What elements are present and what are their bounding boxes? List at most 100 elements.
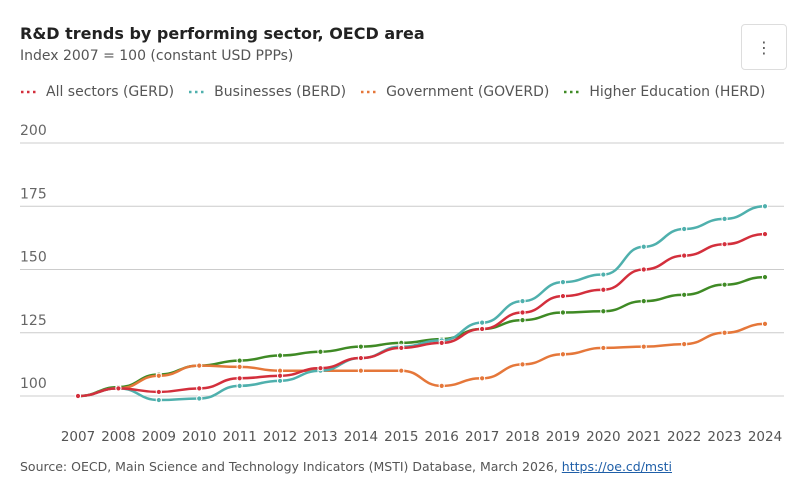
series-line: [77, 205, 766, 402]
data-point: [357, 354, 364, 362]
data-point: [317, 348, 324, 355]
data-point: [236, 357, 243, 364]
x-tick-label: 2012: [263, 429, 297, 445]
x-tick-label: 2007: [61, 429, 95, 445]
series-line: [77, 322, 766, 398]
x-tick-label: 2014: [344, 429, 378, 445]
data-point: [519, 309, 526, 316]
x-tick-label: 2024: [748, 429, 782, 445]
data-point: [479, 319, 486, 326]
data-point: [761, 320, 769, 327]
data-point: [761, 273, 769, 281]
data-point: [600, 344, 607, 352]
series-line: [77, 232, 766, 398]
data-point: [236, 375, 243, 382]
data-point: [357, 367, 364, 374]
data-point: [600, 271, 607, 278]
chart-menu-button[interactable]: ⋮: [741, 24, 787, 70]
data-point: [155, 388, 162, 396]
x-tick-label: 2009: [142, 429, 176, 445]
y-tick-label: 200: [20, 123, 47, 139]
x-tick-label: 2020: [586, 429, 620, 445]
data-point: [761, 203, 769, 210]
data-point: [559, 279, 567, 286]
x-tick-label: 2008: [101, 429, 135, 445]
data-point: [317, 365, 324, 372]
data-point: [276, 377, 284, 384]
data-point: [519, 317, 526, 324]
data-point: [196, 362, 203, 369]
data-point: [438, 339, 445, 346]
source-text: Source: OECD, Main Science and Technolog…: [20, 459, 562, 474]
data-point: [276, 372, 284, 379]
data-point: [640, 266, 647, 273]
data-point: [196, 385, 203, 392]
data-point: [398, 367, 405, 374]
data-point: [438, 382, 445, 389]
data-point: [640, 343, 647, 350]
x-tick-label: 2018: [505, 429, 539, 445]
series-higher-education-herd-: [74, 273, 769, 400]
data-point: [479, 325, 486, 333]
legend-item[interactable]: Businesses (BERD): [188, 84, 346, 100]
data-point: [721, 281, 728, 288]
data-point: [115, 385, 122, 392]
x-tick-label: 2013: [303, 429, 337, 445]
x-tick-label: 2017: [465, 429, 499, 445]
legend-item[interactable]: Higher Education (HERD): [563, 84, 765, 100]
y-tick-label: 125: [20, 313, 47, 329]
data-point: [681, 291, 688, 298]
data-point: [600, 286, 607, 293]
legend-item[interactable]: All sectors (GERD): [20, 84, 174, 100]
chart-subtitle: Index 2007 = 100 (constant USD PPPs): [20, 48, 294, 64]
data-point: [681, 252, 688, 259]
series-businesses-berd-: [74, 203, 769, 404]
data-point: [398, 344, 405, 352]
legend-label: Higher Education (HERD): [589, 84, 766, 100]
data-point: [600, 308, 607, 315]
x-tick-label: 2011: [222, 429, 256, 445]
data-point: [640, 243, 647, 250]
data-point: [559, 292, 567, 300]
data-point: [357, 343, 364, 350]
data-point: [681, 225, 688, 233]
chart-title: R&D trends by performing sector, OECD ar…: [20, 24, 425, 43]
data-point: [640, 298, 647, 305]
data-point: [559, 309, 567, 316]
y-tick-label: 175: [20, 186, 47, 202]
legend-label: All sectors (GERD): [46, 84, 175, 100]
x-tick-label: 2021: [627, 429, 661, 445]
legend-label: Government (GOVERD): [386, 84, 550, 100]
x-tick-label: 2019: [546, 429, 580, 445]
y-tick-label: 100: [20, 376, 47, 392]
data-point: [74, 392, 82, 400]
legend-item[interactable]: Government (GOVERD): [360, 84, 549, 100]
x-tick-label: 2015: [384, 429, 418, 445]
series-all-sectors-gerd-: [74, 230, 769, 400]
data-point: [479, 375, 486, 382]
source-note: Source: OECD, Main Science and Technolog…: [20, 459, 672, 474]
x-tick-label: 2022: [667, 429, 701, 445]
x-tick-label: 2023: [707, 429, 741, 445]
data-point: [276, 367, 284, 374]
data-point: [761, 230, 769, 238]
vertical-ellipsis-icon: ⋮: [756, 37, 772, 57]
data-point: [721, 241, 728, 248]
y-tick-label: 150: [20, 250, 47, 266]
x-tick-label: 2010: [182, 429, 216, 445]
data-point: [236, 363, 243, 371]
data-point: [276, 352, 284, 359]
legend: All sectors (GERD) Businesses (BERD) Gover…: [20, 84, 765, 100]
source-link[interactable]: https://oe.cd/msti: [561, 459, 672, 474]
data-point: [559, 351, 567, 358]
data-point: [155, 372, 162, 379]
data-point: [681, 341, 688, 348]
data-point: [519, 361, 526, 368]
data-point: [196, 395, 203, 402]
x-tick-label: 2016: [425, 429, 459, 445]
legend-label: Businesses (BERD): [214, 84, 347, 100]
data-point: [155, 396, 162, 404]
data-point: [721, 215, 728, 222]
data-point: [236, 382, 243, 389]
